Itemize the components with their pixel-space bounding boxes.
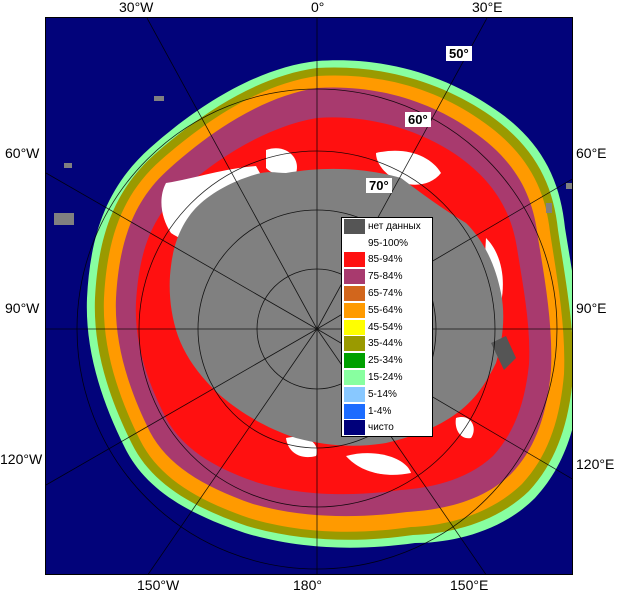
legend-row: 65-74% <box>342 285 432 302</box>
legend-label: 1-4% <box>368 405 392 417</box>
dark-no-data-fringe <box>491 336 516 370</box>
legend-row: 1-4% <box>342 403 432 420</box>
longitude-label-0: 0° <box>311 0 325 15</box>
legend-row: 95-100% <box>342 235 432 252</box>
legend-swatch <box>344 286 365 302</box>
longitude-label-180: 180° <box>293 577 322 593</box>
legend-swatch <box>344 370 365 386</box>
legend-label: 55-64% <box>368 304 403 316</box>
sea-ice-concentration-map: 50° 60° 70° нет данных 95-100% 85-94% 75-84… <box>45 17 573 575</box>
legend-label: 35-44% <box>368 338 403 350</box>
legend-row: 55-64% <box>342 302 432 319</box>
legend-row: чисто <box>342 420 432 437</box>
legend-swatch <box>344 235 365 251</box>
legend-swatch <box>344 252 365 268</box>
latitude-label-60: 60° <box>405 112 431 127</box>
legend-swatch <box>344 336 365 352</box>
legend-label: 65-74% <box>368 288 403 300</box>
longitude-label-150e: 150°E <box>450 577 489 593</box>
concentration-legend: нет данных 95-100% 85-94% 75-84% 65-74% 55-64… <box>341 217 433 438</box>
longitude-label-60w: 60°W <box>5 145 40 161</box>
legend-swatch <box>344 218 365 234</box>
legend-label: 5-14% <box>368 388 397 400</box>
latitude-label-50: 50° <box>446 46 472 61</box>
legend-swatch <box>344 319 365 335</box>
longitude-label-90w: 90°W <box>5 300 40 316</box>
legend-swatch <box>344 420 365 436</box>
longitude-label-30w: 30°W <box>119 0 154 15</box>
legend-label: 15-24% <box>368 372 403 384</box>
legend-swatch <box>344 353 365 369</box>
longitude-label-150w: 150°W <box>137 577 180 593</box>
legend-label: 45-54% <box>368 321 403 333</box>
longitude-label-60e: 60°E <box>576 145 607 161</box>
legend-label: 75-84% <box>368 271 403 283</box>
legend-label: нет данных <box>368 220 421 232</box>
legend-swatch <box>344 302 365 318</box>
latitude-label-70: 70° <box>366 178 392 193</box>
legend-label: 95-100% <box>368 237 409 249</box>
legend-row: 35-44% <box>342 336 432 353</box>
longitude-label-30e: 30°E <box>472 0 503 15</box>
legend-swatch <box>344 386 365 402</box>
legend-label: чисто <box>368 422 394 434</box>
longitude-label-90e: 90°E <box>576 300 607 316</box>
legend-row: 25-34% <box>342 352 432 369</box>
legend-row: 75-84% <box>342 268 432 285</box>
legend-label: 25-34% <box>368 355 403 367</box>
longitude-label-120e: 120°E <box>576 456 615 472</box>
no-data-specks <box>54 96 572 225</box>
legend-row: нет данных <box>342 218 432 235</box>
legend-row: 45-54% <box>342 319 432 336</box>
legend-row: 5-14% <box>342 386 432 403</box>
legend-row: 15-24% <box>342 369 432 386</box>
legend-row: 85-94% <box>342 252 432 269</box>
legend-label: 85-94% <box>368 254 403 266</box>
legend-swatch <box>344 403 365 419</box>
longitude-label-120w: 120°W <box>0 451 43 467</box>
legend-swatch <box>344 269 365 285</box>
